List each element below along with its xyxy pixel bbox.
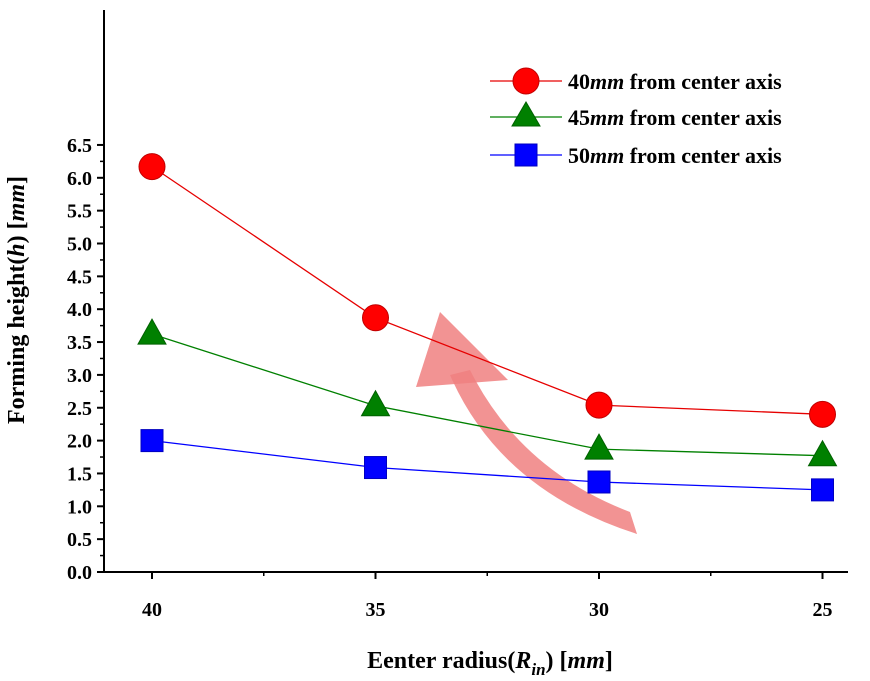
trend-arrow-head (416, 312, 508, 387)
y-tick-label: 3.0 (67, 365, 92, 387)
data-point (587, 470, 611, 494)
y-tick-label: 1.0 (67, 496, 92, 518)
y-tick-label: 5.0 (67, 234, 92, 256)
series-line-0 (151, 166, 823, 415)
y-tick-label: 5.5 (67, 201, 92, 223)
trend-arrow-annotation (416, 312, 637, 534)
y-tick-label: 6.0 (67, 168, 92, 190)
series-line-2 (151, 439, 823, 491)
data-point (362, 304, 389, 332)
x-tick-label: 25 (813, 599, 833, 621)
data-point (809, 400, 836, 428)
legend-marker-0 (512, 67, 540, 95)
legend-label-1: 45mm from center axis (568, 105, 782, 130)
x-tick-label: 35 (366, 599, 386, 621)
x-axis-ticks: 40 35 30 25 (142, 572, 833, 621)
y-tick-label: 0.5 (67, 529, 92, 551)
data-point (364, 456, 387, 480)
y-tick-label: 4.5 (67, 266, 92, 288)
x-tick-label: 40 (142, 599, 162, 621)
x-tick-label: 30 (589, 599, 609, 621)
y-tick-label: 6.5 (67, 135, 92, 157)
data-point (584, 433, 614, 460)
y-tick-label: 2.0 (67, 431, 92, 453)
y-tick-label: 3.5 (67, 332, 92, 354)
series-line-1 (151, 333, 823, 457)
x-axis-title: Eenter radius(Rin) [mm] (367, 648, 613, 679)
data-point (807, 439, 838, 467)
data-point (585, 391, 613, 419)
legend: 40mm from center axis 45mm from center a… (490, 67, 782, 168)
legend-marker-1 (511, 101, 541, 127)
y-axis-ticks: 0.0 0.5 1.0 1.5 2.0 2.5 3.0 3.5 4.0 4.5 5.0 5.5 6.0 6… (67, 135, 104, 584)
y-tick-label: 1.5 (67, 463, 92, 485)
legend-label-0: 40mm from center axis (568, 69, 782, 94)
data-point (811, 478, 834, 502)
y-tick-label: 2.5 (67, 398, 92, 420)
y-axis-title: Forming height(h) [mm] (4, 176, 30, 424)
data-point (140, 429, 164, 453)
legend-marker-2 (514, 143, 538, 167)
data-point (138, 153, 166, 181)
series-layer (137, 153, 838, 502)
data-point (137, 318, 167, 345)
data-point (360, 389, 391, 417)
series-2 (140, 429, 834, 502)
y-tick-label: 0.0 (67, 562, 92, 584)
series-0 (138, 153, 836, 428)
legend-item-0: 40mm from center axis (490, 67, 782, 95)
legend-item-2: 50mm from center axis (490, 143, 782, 168)
y-tick-label: 4.0 (67, 299, 92, 321)
trend-arrow-shaft (450, 370, 637, 534)
series-1 (137, 318, 838, 467)
legend-item-1: 45mm from center axis (490, 101, 782, 130)
legend-label-2: 50mm from center axis (568, 143, 782, 168)
